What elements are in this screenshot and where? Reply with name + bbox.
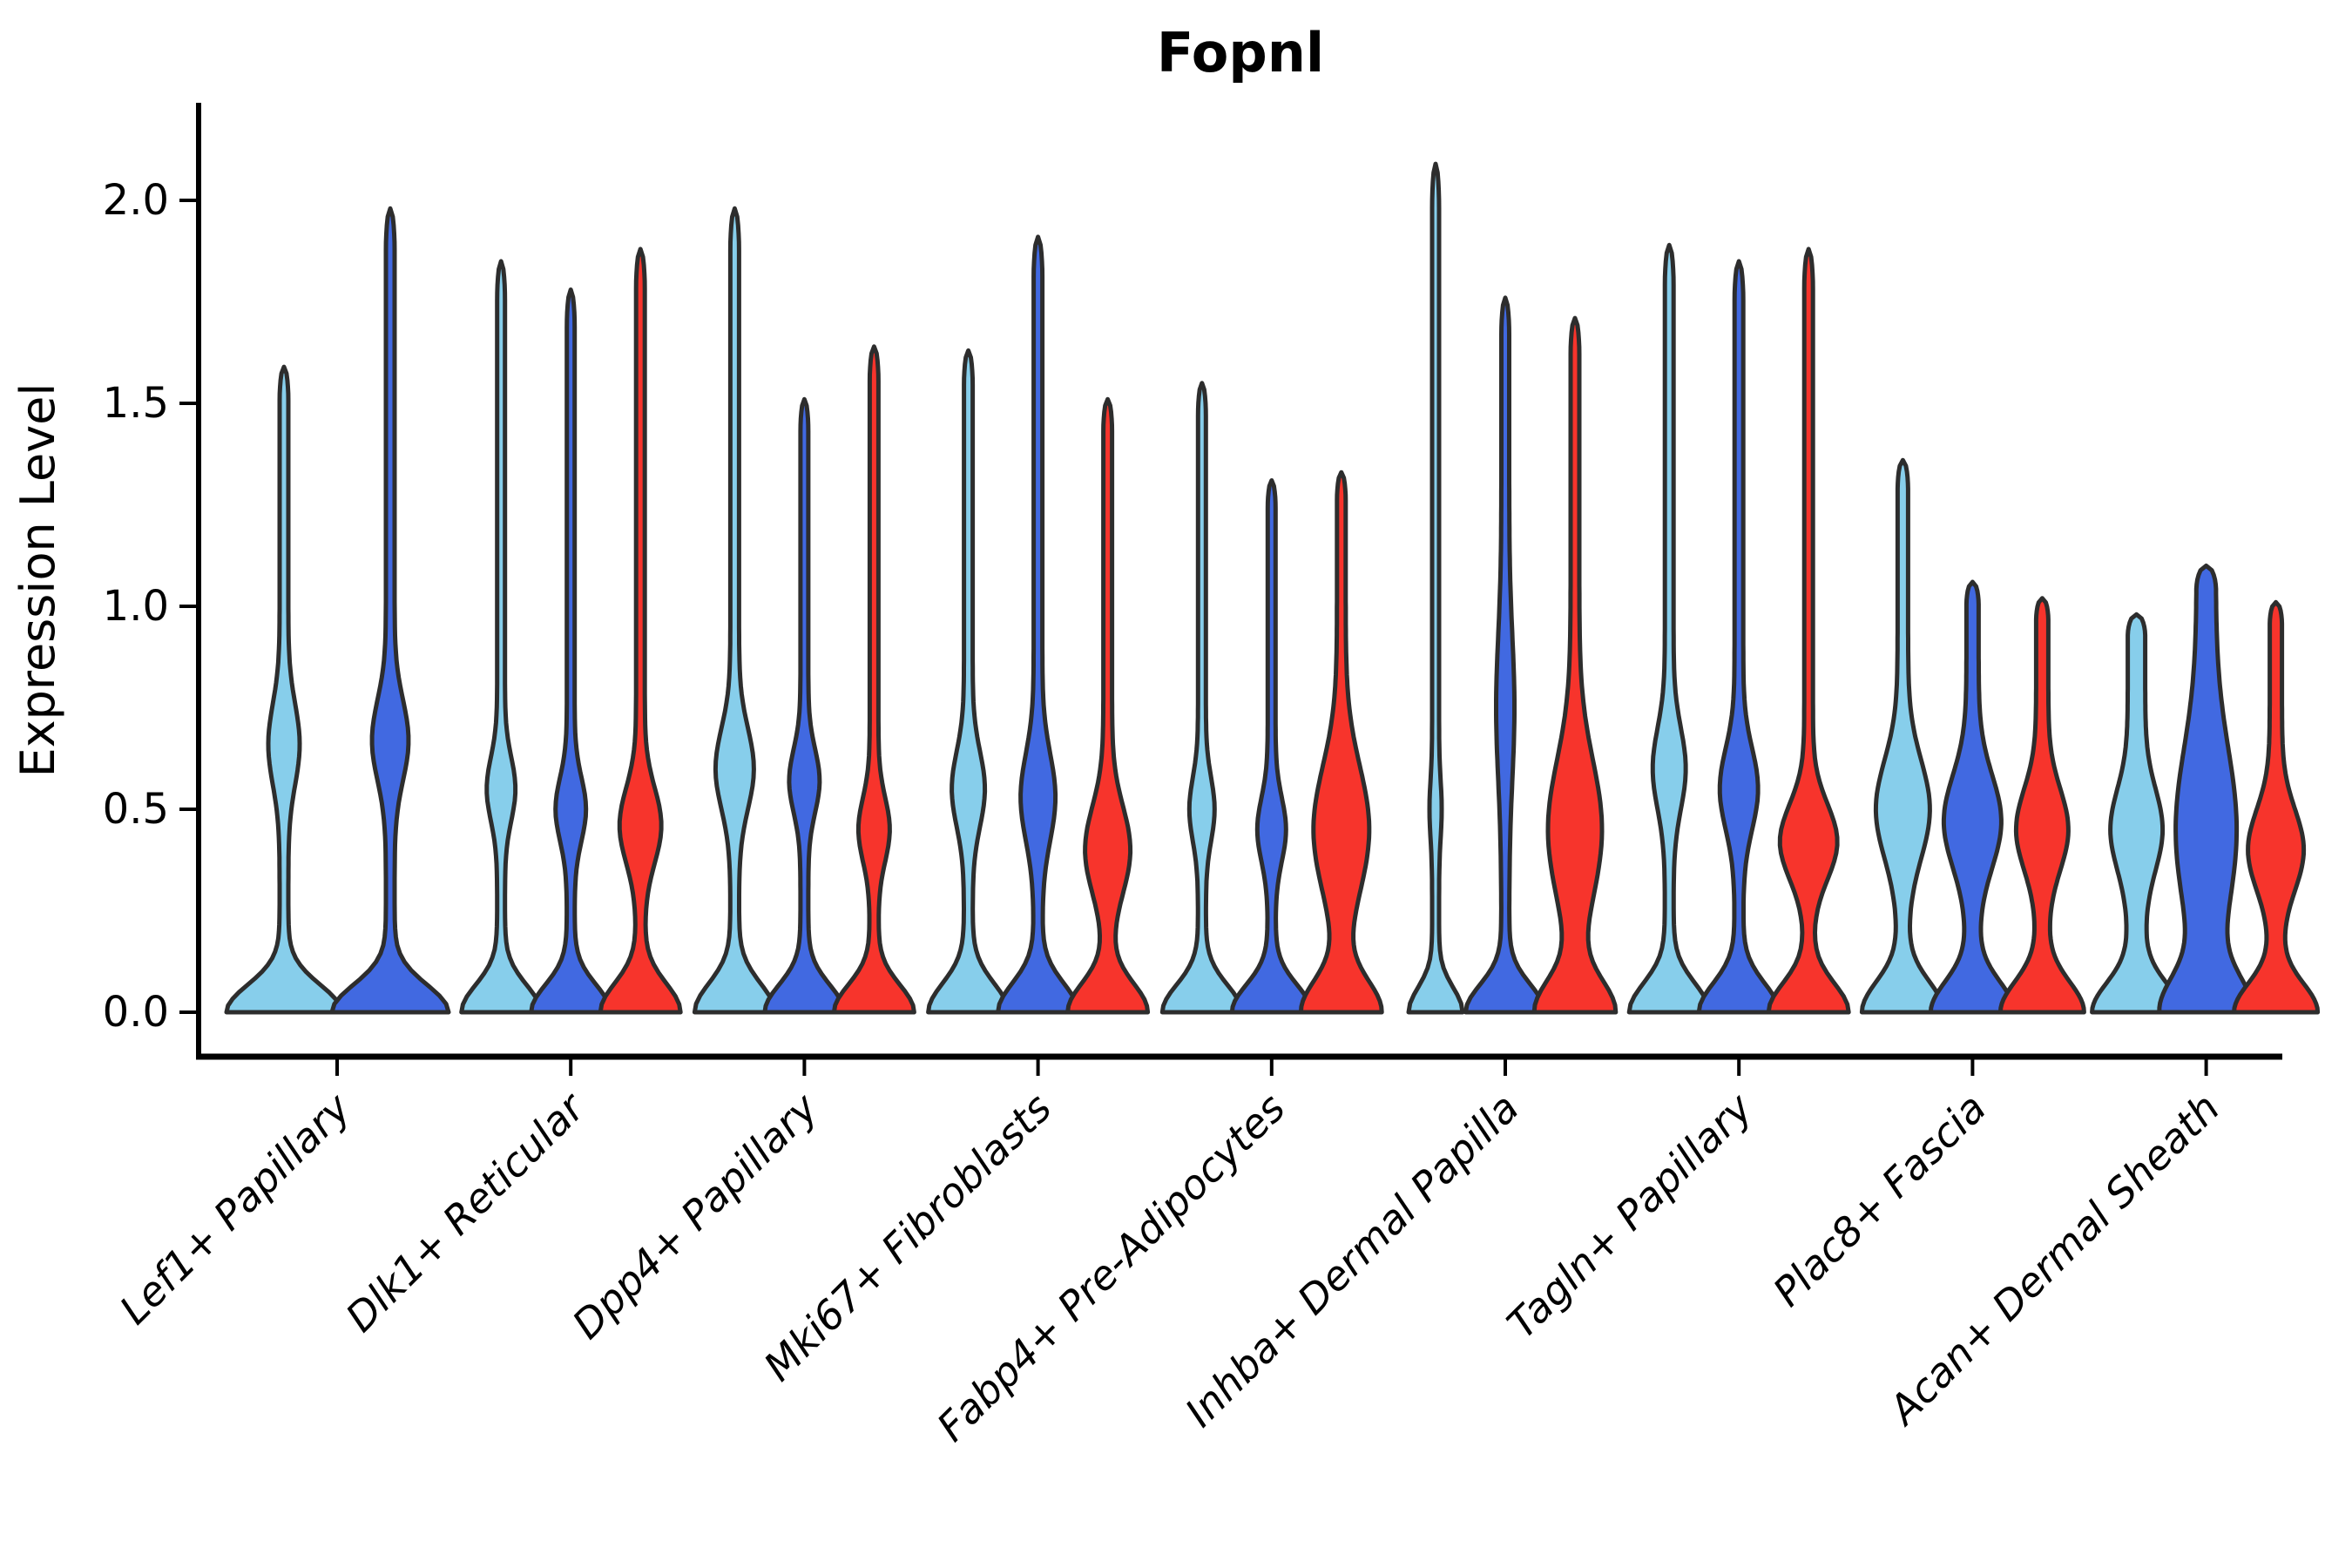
y-tick-label: 1.5 — [103, 379, 169, 428]
violin-1-light-blue — [459, 259, 544, 1015]
violin-6-red — [1766, 247, 1851, 1015]
violin-2-royal-blue — [762, 396, 847, 1015]
violin-0-light-blue — [224, 364, 344, 1015]
violin-8-red — [2232, 599, 2321, 1015]
violin-8-royal-blue — [2157, 563, 2255, 1015]
y-tick-label: 2.0 — [103, 176, 169, 225]
violin-2-red — [831, 344, 916, 1015]
chart-title: Fopnl — [1157, 21, 1324, 84]
violin-6-royal-blue — [1696, 259, 1781, 1015]
violin-7-royal-blue — [1928, 579, 2017, 1015]
violin-7-red — [1997, 596, 2086, 1015]
violin-5-light-blue — [1406, 161, 1465, 1015]
violin-layer — [224, 161, 2321, 1015]
violin-3-light-blue — [926, 348, 1011, 1015]
violin-3-royal-blue — [996, 234, 1081, 1015]
violin-5-royal-blue — [1463, 295, 1547, 1015]
violin-8-light-blue — [2090, 612, 2184, 1015]
y-axis-label: Expression Level — [10, 383, 65, 778]
violin-4-royal-blue — [1229, 478, 1314, 1015]
y-tick-label: 0.5 — [103, 785, 169, 834]
violin-3-red — [1065, 396, 1151, 1015]
violin-1-royal-blue — [529, 287, 613, 1015]
violin-2-light-blue — [692, 206, 777, 1015]
x-tick-label: Tagln+ Papillary — [1498, 1084, 1762, 1348]
x-tick-label: Lef1+ Papillary — [111, 1084, 360, 1333]
violin-5-red — [1531, 315, 1619, 1015]
x-tick-label: Dpp4+ Papillary — [564, 1084, 828, 1348]
x-tick-label: Plac8+ Fascia — [1764, 1085, 1995, 1315]
violin-4-light-blue — [1159, 381, 1244, 1015]
y-tick-label: 1.0 — [103, 582, 169, 631]
violin-1-red — [598, 247, 683, 1015]
y-tick-label: 0.0 — [103, 988, 169, 1037]
violin-0-royal-blue — [329, 206, 451, 1015]
violin-7-light-blue — [1859, 457, 1946, 1015]
x-tick-label: Dlk1+ Reticular — [336, 1082, 595, 1341]
violin-4-red — [1298, 470, 1384, 1015]
violin-6-light-blue — [1626, 242, 1712, 1015]
